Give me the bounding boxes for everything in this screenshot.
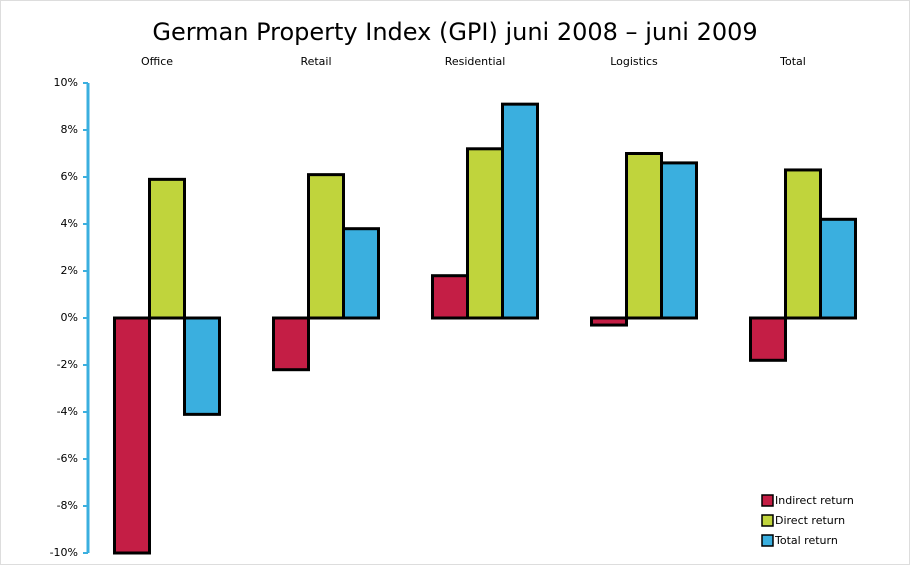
y-tick-label: -8% — [57, 499, 78, 512]
legend-label: Total return — [774, 534, 838, 547]
bar — [342, 227, 380, 320]
bar — [749, 316, 787, 362]
y-tick-label: 0% — [61, 311, 78, 324]
y-tick-label: 10% — [54, 76, 78, 89]
bar — [272, 316, 310, 372]
bar — [501, 102, 539, 320]
category-label: Total — [779, 55, 806, 68]
category-label: Office — [141, 55, 173, 68]
legend-swatch — [761, 534, 774, 547]
legend-swatch — [761, 514, 774, 527]
y-tick-label: 4% — [61, 217, 78, 230]
legend-label: Indirect return — [775, 494, 854, 507]
y-tick-label: -2% — [57, 358, 78, 371]
bar — [466, 147, 504, 320]
bar — [431, 274, 469, 320]
category-label: Residential — [445, 55, 506, 68]
bar — [784, 168, 822, 320]
legend-label: Direct return — [775, 514, 845, 527]
y-tick-label: 2% — [61, 264, 78, 277]
y-tick-label: -6% — [57, 452, 78, 465]
bar — [590, 316, 628, 327]
bar — [307, 173, 345, 320]
bar — [625, 152, 663, 320]
bar — [183, 316, 221, 416]
legend-swatch — [761, 494, 774, 507]
bar — [148, 177, 186, 320]
y-tick-label: -10% — [50, 546, 78, 559]
category-label: Logistics — [610, 55, 658, 68]
y-tick-label: -4% — [57, 405, 78, 418]
y-tick-label: 8% — [61, 123, 78, 136]
bar — [660, 161, 698, 320]
bar — [819, 217, 857, 320]
bar — [113, 316, 151, 555]
chart-title: German Property Index (GPI) juni 2008 – … — [152, 18, 757, 46]
y-tick-label: 6% — [61, 170, 78, 183]
category-label: Retail — [300, 55, 331, 68]
